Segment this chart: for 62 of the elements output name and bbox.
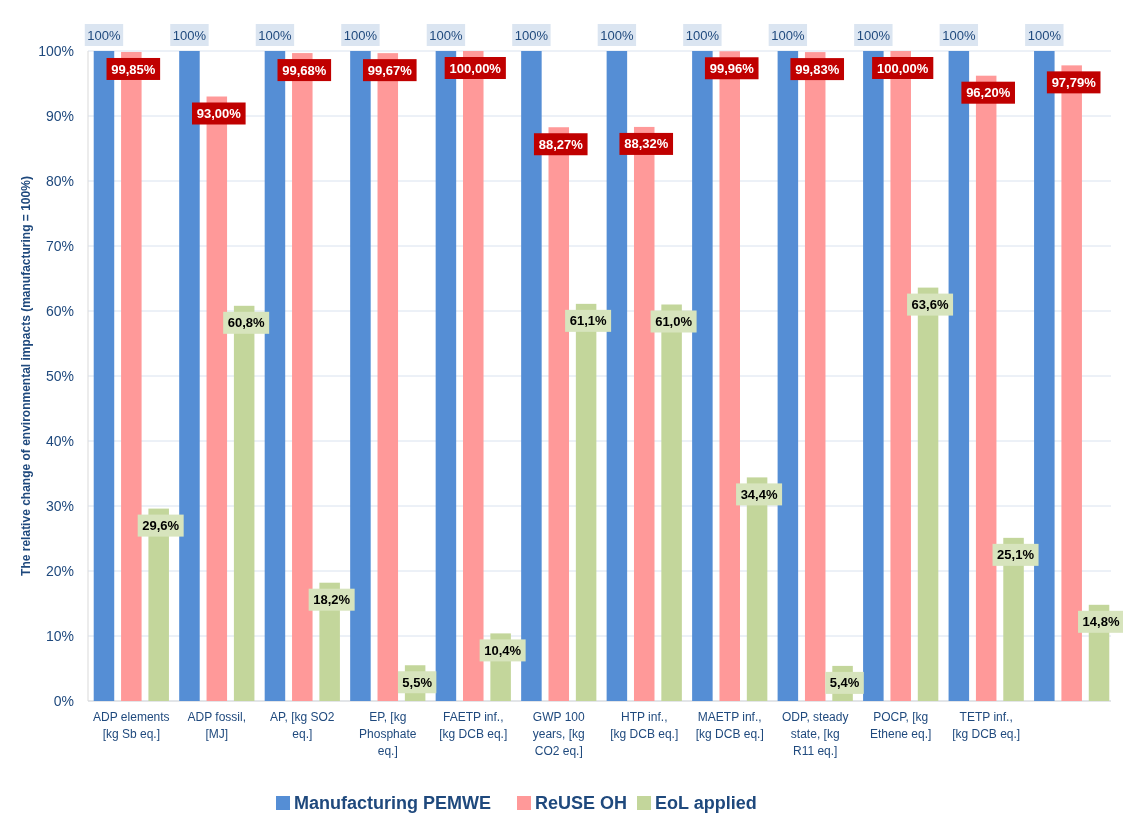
data-label: 99,96% xyxy=(709,60,755,76)
data-label: 100% xyxy=(600,27,634,43)
data-label: 29,6% xyxy=(142,518,180,534)
data-label: 100% xyxy=(429,27,463,43)
data-label: 100% xyxy=(258,27,293,43)
x-tick-label: HTP inf., [kg DCB eq.] xyxy=(610,710,679,741)
y-tick-label: 10% xyxy=(45,627,74,644)
data-label: 99,68% xyxy=(282,62,327,78)
x-tick-label: ODP, steady state, [kg R11 eq.] xyxy=(781,710,849,758)
data-label: 100% xyxy=(685,27,720,43)
x-tick-label: FAETP inf., [kg DCB eq.] xyxy=(439,710,508,741)
data-label: 100% xyxy=(942,27,976,43)
data-label: 93,00% xyxy=(196,106,242,122)
data-label: 10,4% xyxy=(484,642,522,658)
data-label: 100,00% xyxy=(877,60,929,76)
x-tick-label: AP, [kg SO2 eq.] xyxy=(270,710,335,741)
x-tick-label: MAETP inf., [kg DCB eq.] xyxy=(695,710,764,741)
y-tick-label: 0% xyxy=(53,692,74,709)
y-tick-label: 20% xyxy=(45,562,74,579)
legend-label: EoL applied xyxy=(655,793,757,814)
data-label: 100% xyxy=(343,27,378,43)
y-tick-label: 60% xyxy=(45,302,74,319)
x-tick-label: POCP, [kg Ethene eq.] xyxy=(870,710,932,741)
data-label: 5,4% xyxy=(829,675,860,691)
y-axis-title: The relative change of environmental impacts (manufacturing = 100%) xyxy=(19,176,33,576)
data-label: 100% xyxy=(856,27,891,43)
x-tick-label: EP, [kg Phosphate eq.] xyxy=(359,710,417,758)
y-tick-label: 100% xyxy=(38,42,74,59)
data-label: 18,2% xyxy=(313,592,351,608)
data-label: 88,27% xyxy=(538,136,584,152)
data-label: 100% xyxy=(771,27,805,43)
data-label: 61,1% xyxy=(569,313,607,329)
data-label: 25,1% xyxy=(997,547,1035,563)
data-label: 99,85% xyxy=(111,61,156,77)
data-label: 34,4% xyxy=(740,486,778,502)
legend-label: Manufacturing PEMWE xyxy=(294,793,491,814)
data-label: 100% xyxy=(87,27,122,43)
y-tick-label: 50% xyxy=(45,367,74,384)
data-label: 96,20% xyxy=(966,85,1011,101)
data-label: 99,83% xyxy=(795,61,840,77)
data-label: 61,0% xyxy=(655,314,693,330)
data-label: 5,5% xyxy=(402,674,433,690)
y-tick-label: 40% xyxy=(45,432,74,449)
legend-label: ReUSE OH xyxy=(535,793,628,814)
x-tick-label: ADP elements [kg Sb eq.] xyxy=(93,710,170,741)
x-tick-label: GWP 100 years, [kg CO2 eq.] xyxy=(532,710,585,758)
data-label: 97,79% xyxy=(1051,74,1097,90)
data-label: 100% xyxy=(1027,27,1062,43)
y-tick-label: 80% xyxy=(45,172,74,189)
data-label: 100% xyxy=(514,27,549,43)
data-label: 14,8% xyxy=(1082,614,1120,630)
x-tick-label: TETP inf., [kg DCB eq.] xyxy=(952,710,1021,741)
y-tick-label: 70% xyxy=(45,237,74,254)
x-tick-label: ADP fossil, [MJ] xyxy=(187,710,247,741)
data-label: 60,8% xyxy=(227,315,266,331)
data-label: 99,67% xyxy=(367,62,413,78)
data-label: 63,6% xyxy=(911,297,949,313)
data-label: 100,00% xyxy=(449,60,502,76)
y-tick-label: 30% xyxy=(45,497,74,514)
data-label: 100% xyxy=(172,27,207,43)
data-label: 88,32% xyxy=(624,136,669,152)
y-tick-label: 90% xyxy=(45,107,74,124)
